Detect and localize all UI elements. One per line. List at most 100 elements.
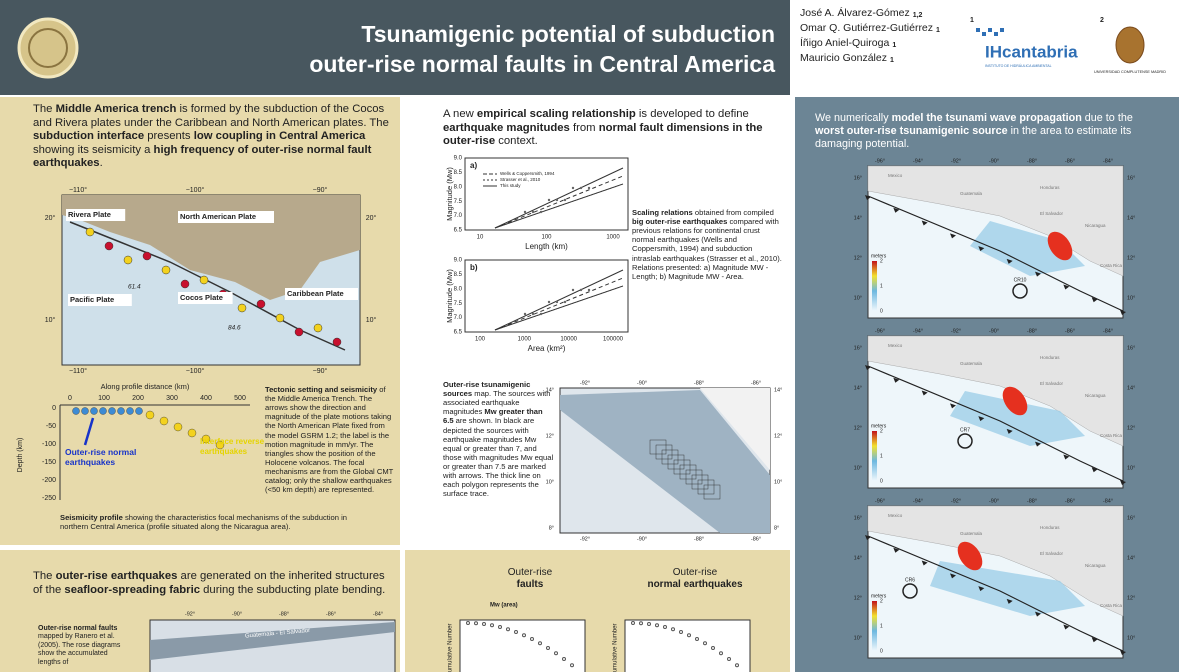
text-run: Outer-rise normal faults: [38, 625, 117, 632]
logo-mark: [976, 28, 980, 32]
lat-label: 12°: [1127, 595, 1135, 601]
lon-label: -92°: [951, 158, 961, 164]
lat-label: 14°: [1127, 385, 1135, 391]
logo-sub: INSTITUTO DE HIDRÁULICA AMBIENTAL: [985, 64, 1052, 68]
plot-frame: [460, 620, 585, 672]
caption: Tectonic setting and seismicity of the M…: [265, 385, 395, 494]
text-run: The: [33, 103, 56, 115]
text-run: Outer-rise: [673, 567, 717, 578]
axis-title: Cumulative Number: [613, 623, 619, 672]
lon-label: -86°: [1065, 158, 1075, 164]
text-run: obtained from compiled: [693, 208, 774, 217]
lon-label: -94°: [913, 498, 923, 504]
logo-mark: [994, 32, 998, 36]
lat-label: 10°: [1127, 635, 1135, 641]
focal-mechanism: [127, 408, 134, 415]
lon-label: -94°: [913, 328, 923, 334]
tick-label: -50: [46, 423, 56, 430]
point: [540, 313, 542, 315]
text-run: seafloor-spreading fabric: [64, 584, 200, 596]
lat-label: 8°: [549, 525, 554, 531]
text-run: Seismicity profile: [60, 513, 123, 522]
lon-label: -84°: [373, 611, 383, 617]
lat-label: 16°: [1127, 345, 1135, 351]
lon-label: -84°: [1103, 158, 1113, 164]
lat-label: 20°: [366, 214, 377, 222]
lon-label: −110°: [69, 186, 87, 194]
focal-mechanism: [276, 314, 284, 322]
text-run: Outer-rise: [508, 567, 552, 578]
lon-label: -92°: [580, 536, 590, 542]
focal-mechanism: [174, 423, 182, 431]
lat-label: 10°: [854, 465, 862, 471]
country-label: Nicaragua: [1085, 393, 1106, 398]
colorbar-tick: 0: [880, 478, 883, 484]
colorbar-label: meters: [871, 593, 887, 599]
colorbar-tick: 2: [880, 428, 883, 434]
country-label: Costa Rica: [1100, 263, 1123, 268]
point: [564, 301, 566, 303]
text-run: are shown. In black are depicted the sou…: [443, 416, 553, 498]
lon-label: -84°: [1103, 498, 1113, 504]
text-run: We numerically: [815, 112, 892, 124]
lat-label: 16°: [854, 175, 862, 181]
focal-mechanism: [181, 280, 189, 288]
colorbar-tick: 2: [880, 258, 883, 264]
tick-label: 8.5: [454, 272, 463, 278]
plate-label: Caribbean Plate: [287, 289, 344, 298]
colorbar-label: meters: [871, 253, 887, 259]
lat-label: 10°: [774, 479, 782, 485]
axis-title: Area (km²): [528, 344, 566, 353]
point: [532, 313, 534, 315]
logo-sub: UNIVERSIDAD COMPLUTENSE MADRID: [1094, 70, 1166, 74]
text-run: worst outer-rise tsunamigenic source: [815, 125, 1008, 137]
text-run: Middle America trench: [56, 103, 177, 115]
tick-label: 300: [166, 395, 178, 402]
logo-mark: [1000, 28, 1004, 32]
paragraph: The Middle America trench is formed by t…: [33, 103, 395, 171]
focal-mechanism: [160, 417, 168, 425]
text-run: Scaling relations: [632, 208, 693, 217]
lon-label: -96°: [875, 158, 885, 164]
rate-label: 61.4: [128, 284, 141, 291]
lon-label: -96°: [875, 328, 885, 334]
lat-label: 14°: [1127, 215, 1135, 221]
tick-label: 7.0: [454, 315, 463, 321]
tick-label: 0: [68, 395, 72, 402]
lat-label: 14°: [1127, 555, 1135, 561]
text-run: presents: [144, 130, 194, 142]
text-run: faults: [517, 579, 544, 590]
logo-text: IHcantabria: [985, 42, 1078, 61]
annotation: Outer-rise normal earthquakes: [65, 447, 145, 467]
text-run: outer-rise earthquakes: [56, 570, 178, 582]
tick-label: 8.0: [454, 184, 463, 190]
country-label: Honduras: [1040, 185, 1060, 190]
colorbar-tick: 1: [880, 453, 883, 459]
lat-label: 16°: [854, 515, 862, 521]
country-label: El Salvador: [1040, 211, 1064, 216]
lat-label: 12°: [1127, 255, 1135, 261]
lon-label: -86°: [326, 611, 336, 617]
title: Tsunamigenic potential of subduction: [361, 21, 775, 47]
tick-label: -200: [42, 477, 56, 484]
focal-mechanism: [200, 276, 208, 284]
lat-label: 14°: [774, 387, 782, 393]
text-run: subduction interface: [33, 130, 144, 142]
text-run: context.: [495, 135, 538, 147]
panel-label: b): [470, 263, 478, 272]
axis-title: Cumulative Number: [448, 623, 454, 672]
legend-label: Wells & Coppersmith, 1994: [500, 171, 555, 176]
affiliation: 1: [890, 57, 894, 64]
subtitle: Mw (area): [490, 603, 518, 609]
focal-mechanism: [136, 408, 143, 415]
tick-label: 1000: [518, 337, 532, 343]
country-label: Guatemala: [960, 361, 983, 366]
author: Omar Q. Gutiérrez-Gutiérrez: [800, 22, 933, 34]
country-label: Honduras: [1040, 355, 1060, 360]
text-run: Tectonic setting and seismicity: [265, 385, 377, 394]
axis-title: Magnitude (Mw): [445, 167, 454, 221]
point: [580, 289, 582, 291]
tick-label: 0: [52, 405, 56, 412]
lon-label: −90°: [313, 367, 328, 375]
tick-label: -150: [42, 459, 56, 466]
